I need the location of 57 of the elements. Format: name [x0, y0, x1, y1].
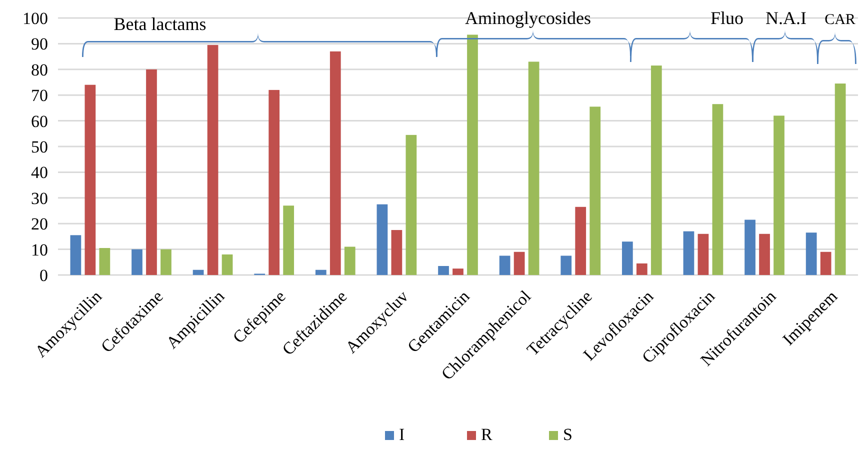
bar: [698, 234, 709, 275]
bar: [132, 249, 142, 275]
bar: [207, 44, 218, 275]
bar: [514, 252, 525, 275]
bar: [344, 246, 356, 275]
y-tick-label: 0: [40, 266, 48, 285]
legend-label: S: [563, 425, 572, 444]
y-tick-label: 10: [31, 240, 48, 260]
bar: [560, 256, 572, 275]
y-tick-label: 100: [22, 8, 48, 28]
bar: [622, 242, 633, 275]
y-tick-label: 60: [31, 112, 48, 131]
y-tick-label: 20: [31, 214, 48, 234]
bar: [70, 235, 82, 275]
annotation: Fluo: [710, 8, 744, 28]
bar: [820, 252, 832, 275]
y-tick-label: 30: [31, 188, 48, 208]
bar: [406, 134, 417, 275]
bar: [376, 204, 388, 275]
bar: [499, 256, 510, 275]
bar: [452, 268, 464, 275]
bar: [650, 66, 662, 275]
bar: [834, 84, 846, 275]
y-tick-label: 40: [31, 163, 48, 182]
bar: [330, 51, 341, 275]
bar: [806, 232, 817, 275]
annotation: Aminoglycosides: [465, 8, 591, 28]
bar: [192, 270, 204, 275]
bar: [84, 84, 96, 275]
bar: [438, 266, 449, 275]
legend-label: I: [399, 425, 405, 444]
bar: [590, 106, 601, 275]
bar: [712, 104, 724, 275]
y-tick-label: 50: [31, 137, 48, 156]
annotation: N.A.I: [766, 8, 806, 28]
bar: [222, 254, 233, 275]
bar: [467, 34, 478, 275]
y-tick-label: 90: [31, 34, 48, 54]
bar: [146, 69, 157, 275]
annotation: Beta lactams: [114, 14, 206, 34]
bar: [636, 263, 648, 275]
bar: [391, 230, 402, 275]
bar: [575, 206, 586, 275]
bar: [528, 62, 540, 275]
bar: [315, 270, 326, 275]
bar: [744, 220, 756, 275]
bar: [774, 116, 784, 275]
y-tick-label: 80: [31, 60, 48, 80]
bar: [268, 90, 280, 275]
bar: [683, 231, 694, 275]
bar: [99, 248, 110, 275]
bar: [759, 234, 770, 275]
legend-label: R: [481, 425, 493, 444]
y-tick-label: 70: [31, 86, 48, 106]
bar: [283, 206, 294, 275]
bar: [160, 249, 172, 275]
annotation: CAR: [824, 12, 856, 28]
